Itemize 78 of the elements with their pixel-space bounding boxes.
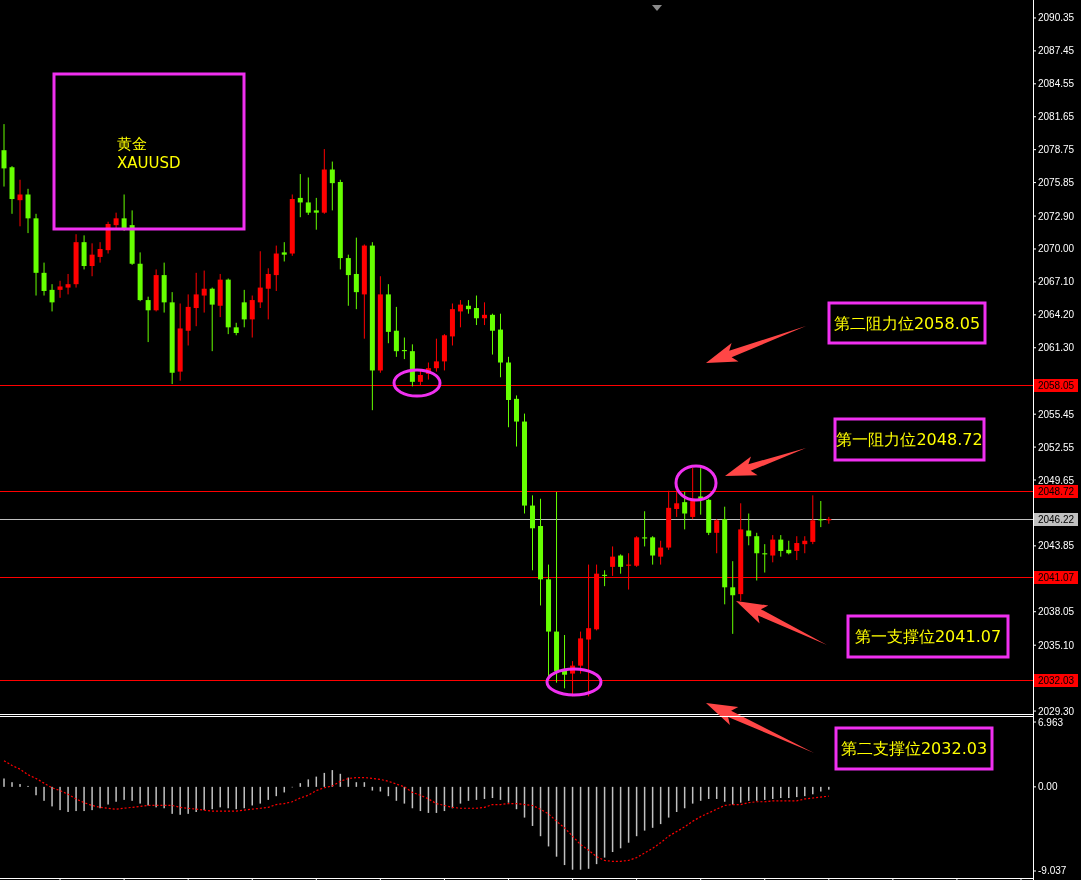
candlestick (473, 295, 479, 326)
candlestick (241, 289, 247, 328)
ref-line-label: 2041.07 (1037, 572, 1075, 583)
candlestick (730, 560, 736, 635)
candlestick (209, 287, 215, 352)
candlestick (25, 188, 31, 234)
candlestick (618, 553, 624, 575)
candlestick (81, 234, 87, 270)
y-tick-label: 2072.90 (1038, 210, 1075, 222)
candlestick (778, 534, 784, 558)
candlestick (313, 197, 319, 231)
annotation: 第一阻力位2048.72 (836, 430, 983, 450)
candlestick (489, 313, 495, 356)
candlestick (57, 280, 63, 299)
candlestick (17, 179, 23, 227)
candlestick (305, 176, 311, 216)
candlestick (145, 296, 151, 343)
candlestick (794, 535, 800, 561)
y-tick-label: 2075.85 (1038, 177, 1075, 189)
ref-line-label: 2058.05 (1037, 380, 1075, 391)
y-tick-label: 2064.20 (1038, 309, 1075, 321)
y-tick-label: 2061.30 (1038, 342, 1075, 354)
y-tick-label: -9.037 (1038, 865, 1067, 877)
text: 黄金 (117, 135, 147, 154)
candlestick (393, 306, 399, 358)
annotation: 第二支撑位2032.03 (840, 739, 988, 759)
candlestick (49, 283, 55, 312)
candlestick (353, 237, 359, 310)
candlestick (265, 267, 271, 320)
candlestick (754, 532, 760, 581)
y-tick-label: 2081.65 (1038, 111, 1075, 123)
candlestick (682, 491, 688, 530)
y-tick-label: 2067.10 (1038, 276, 1075, 288)
y-tick-label: 2035.10 (1038, 639, 1075, 651)
y-tick-label: 2038.05 (1038, 606, 1075, 618)
candlestick (281, 241, 287, 262)
y-tick-label: 2070.00 (1038, 243, 1075, 255)
candlestick (65, 273, 71, 295)
candlestick (1, 123, 7, 188)
candlestick (698, 467, 704, 516)
candlestick (650, 535, 656, 566)
candlestick (97, 241, 103, 264)
candlestick (345, 254, 351, 307)
y-tick-label: 2055.45 (1038, 408, 1075, 420)
y-tick-label: 2029.30 (1038, 705, 1075, 717)
candlestick (201, 270, 207, 314)
candlestick (113, 212, 119, 230)
candlestick (249, 295, 255, 339)
annotation: 第一支撑位2041.07 (854, 627, 1002, 647)
candlestick (770, 534, 776, 563)
candlestick (257, 250, 263, 309)
candlestick (658, 540, 664, 566)
annotation: 第二阻力位2058.05 (833, 313, 981, 333)
candlestick (810, 494, 816, 545)
y-tick-label: 2084.55 (1038, 78, 1075, 90)
y-tick-label: 2078.75 (1038, 144, 1075, 156)
y-tick-label: 6.963 (1038, 716, 1064, 728)
candlestick (329, 161, 335, 211)
y-tick-label: 2087.45 (1038, 45, 1075, 57)
candlestick (185, 293, 191, 346)
ref-line-label: 2032.03 (1037, 675, 1075, 686)
candlestick (89, 242, 95, 277)
y-tick-label: 2090.35 (1038, 12, 1075, 24)
candlestick (714, 518, 720, 554)
ref-line-label: 2048.72 (1037, 486, 1075, 497)
y-tick-label: 2043.85 (1038, 540, 1075, 552)
line-series (3, 760, 830, 862)
y-tick-label: 2049.65 (1038, 474, 1075, 486)
candlestick (433, 338, 439, 373)
candlestick (273, 245, 279, 292)
text: XAUUSD (117, 154, 181, 173)
candlestick (530, 494, 536, 571)
y-tick-label: 2052.55 (1038, 441, 1075, 453)
candlestick (41, 262, 47, 297)
candlestick (514, 394, 519, 448)
candlestick (193, 272, 199, 327)
ref-line-label: 2046.22 (1037, 514, 1075, 525)
y-tick-label: 0.00 (1038, 781, 1058, 793)
